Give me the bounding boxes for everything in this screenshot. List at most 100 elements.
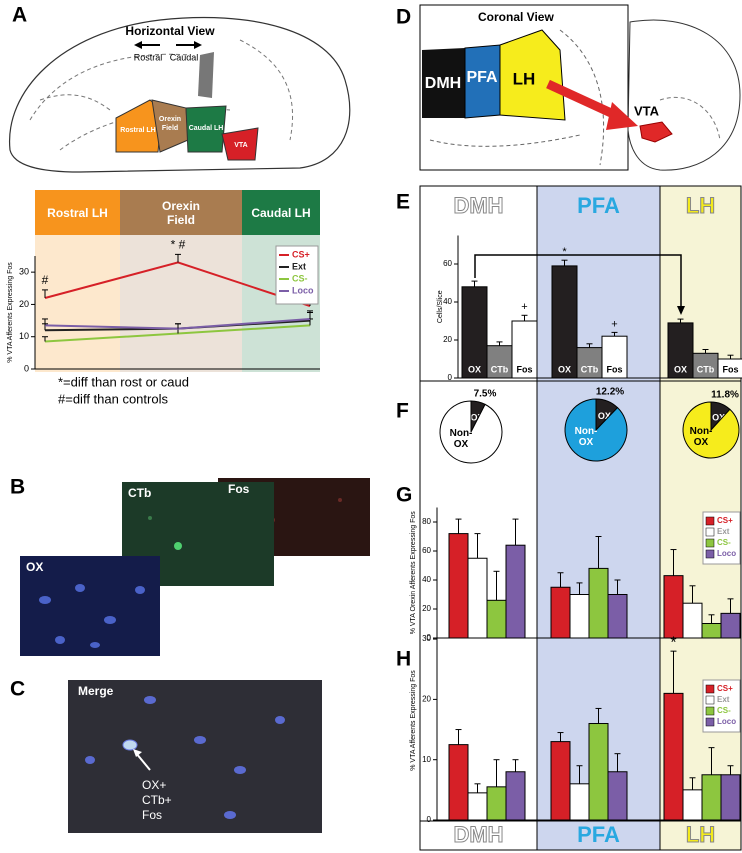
slice-label: OX bbox=[598, 411, 611, 421]
bar bbox=[569, 594, 590, 639]
bar-label: Fos bbox=[722, 364, 738, 374]
bar bbox=[448, 533, 469, 639]
y-tick-label: 0 bbox=[427, 815, 432, 824]
brain-structure bbox=[198, 52, 214, 98]
legend-swatch bbox=[705, 695, 715, 705]
slice-label: Non-OX bbox=[449, 428, 473, 450]
bar bbox=[701, 623, 722, 639]
target-cell bbox=[122, 739, 138, 751]
bar bbox=[448, 744, 469, 821]
legend-label: Ext bbox=[717, 695, 730, 704]
micrograph bbox=[68, 680, 322, 833]
bar bbox=[551, 265, 578, 379]
cells bbox=[39, 584, 145, 648]
direction: Caudal bbox=[170, 52, 199, 62]
annotation: * # bbox=[171, 238, 186, 252]
panel-label: F bbox=[396, 400, 409, 423]
legend-label: CS+ bbox=[717, 516, 733, 525]
legend-label: Loco bbox=[717, 717, 736, 726]
cell bbox=[148, 516, 152, 520]
region bbox=[185, 105, 227, 153]
y-tick-label: 60 bbox=[422, 546, 431, 555]
bar bbox=[701, 774, 722, 821]
value-label: 11.8% bbox=[711, 390, 739, 401]
series-line bbox=[44, 317, 311, 330]
legend-swatch bbox=[705, 516, 715, 526]
note: *=diff than rost or caud bbox=[58, 374, 189, 389]
panel-label: C bbox=[10, 678, 25, 701]
bar bbox=[569, 783, 590, 821]
panel-label: D bbox=[396, 6, 411, 29]
region-header-label-box: Rostral LH bbox=[47, 206, 108, 220]
pie-slice bbox=[439, 400, 503, 464]
y-axis-label: Cells/Slice bbox=[437, 290, 444, 323]
annotation: + bbox=[611, 318, 617, 330]
y-axis-label: % VTA Afferents Expressing Fos bbox=[7, 262, 14, 363]
annotation: * bbox=[562, 246, 567, 258]
y-tick-label: 10 bbox=[19, 331, 29, 341]
image-label: Fos bbox=[228, 482, 250, 496]
bar bbox=[588, 567, 609, 639]
region-label-box: Rostral LH bbox=[120, 127, 155, 134]
legend-label: Loco bbox=[292, 285, 314, 295]
region-label: Caudal LH bbox=[188, 124, 224, 132]
annotation: Fos bbox=[142, 808, 162, 822]
annotation: # bbox=[42, 273, 49, 287]
bar-label: Fos bbox=[606, 364, 622, 374]
annotation: CTb+ bbox=[142, 793, 172, 807]
region-label: PFA bbox=[466, 69, 498, 86]
view-title: Horizontal View bbox=[125, 24, 215, 38]
bar bbox=[667, 322, 694, 379]
region-label-box: VTA bbox=[234, 141, 248, 149]
legend-swatch bbox=[705, 706, 715, 716]
panel-label: E bbox=[396, 191, 410, 214]
region-shade bbox=[120, 235, 242, 372]
arrow-head bbox=[194, 41, 202, 49]
value-label: 7.5% bbox=[474, 389, 497, 400]
bar bbox=[467, 792, 488, 821]
legend-label: CS- bbox=[717, 538, 731, 547]
legend-swatch bbox=[705, 538, 715, 548]
brain-contour bbox=[429, 29, 605, 166]
slice-label-box: Non-OX bbox=[449, 428, 473, 450]
cells bbox=[85, 696, 285, 819]
cell bbox=[338, 498, 342, 502]
region bbox=[221, 127, 259, 161]
bar-label: CTb bbox=[581, 364, 599, 374]
column-header: PFA bbox=[577, 822, 620, 847]
legend-swatch bbox=[705, 527, 715, 537]
note: #=diff than controls bbox=[58, 391, 168, 406]
column-header: LH bbox=[686, 822, 715, 847]
bar-label: Fos bbox=[516, 364, 532, 374]
bar-label: CTb bbox=[697, 364, 715, 374]
region-label-box: Orexin Field bbox=[158, 116, 182, 132]
slice-label: OX bbox=[470, 412, 483, 422]
column-bg bbox=[420, 186, 537, 850]
image-label: CTb bbox=[128, 486, 151, 500]
region-label: DMH bbox=[425, 75, 461, 92]
view-title: Coronal View bbox=[478, 10, 554, 24]
legend-swatch bbox=[705, 549, 715, 559]
bar bbox=[505, 544, 526, 639]
y-tick-label: 60 bbox=[443, 259, 452, 268]
legend-swatch bbox=[705, 684, 715, 694]
legend-label: Ext bbox=[717, 527, 730, 536]
legend-label: CS+ bbox=[292, 249, 310, 259]
region-label: Orexin Field bbox=[158, 116, 182, 132]
brain-outline bbox=[8, 16, 351, 173]
region-header-label-box: Orexin Field bbox=[162, 199, 200, 227]
region-label: VTA bbox=[234, 141, 248, 149]
bracket bbox=[474, 254, 682, 308]
region-header bbox=[120, 190, 242, 235]
pie-slice bbox=[682, 401, 740, 459]
region-label: VTA bbox=[634, 103, 660, 118]
slice-label-box: Non-OX bbox=[690, 426, 713, 448]
y-axis-label: % VTA Orexin Afferents Expressing Fos bbox=[410, 511, 417, 635]
bar bbox=[682, 789, 703, 821]
micrograph bbox=[20, 556, 160, 656]
panel-label: G bbox=[396, 484, 412, 507]
bar bbox=[486, 345, 513, 379]
y-tick-label: 0 bbox=[24, 363, 29, 373]
bar bbox=[720, 612, 741, 639]
